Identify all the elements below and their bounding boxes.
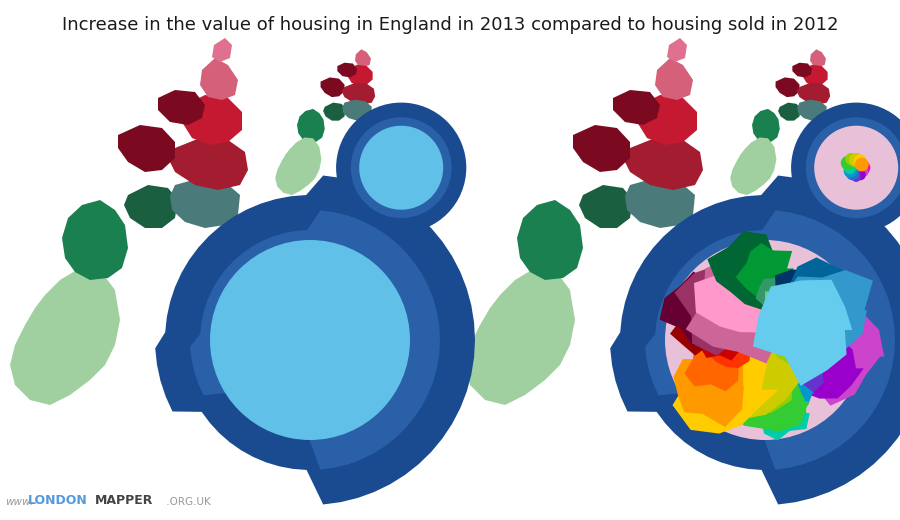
Polygon shape [517,200,583,280]
Circle shape [814,126,898,210]
Polygon shape [673,358,744,427]
Polygon shape [763,293,873,388]
Polygon shape [797,100,827,121]
Polygon shape [735,243,794,300]
Polygon shape [753,280,852,386]
Circle shape [858,166,868,177]
Polygon shape [788,334,864,399]
Polygon shape [228,210,280,258]
Polygon shape [778,102,801,121]
Polygon shape [579,185,633,228]
Polygon shape [765,269,826,332]
Text: .ORG.UK: .ORG.UK [163,497,211,507]
Circle shape [806,118,900,218]
Polygon shape [347,65,373,86]
Polygon shape [774,270,873,365]
Polygon shape [727,364,809,432]
Polygon shape [792,63,812,77]
Polygon shape [170,178,240,228]
Circle shape [359,126,443,210]
Circle shape [791,102,900,233]
Polygon shape [367,113,389,133]
Polygon shape [182,95,242,145]
Polygon shape [573,125,630,172]
Polygon shape [623,138,703,190]
Polygon shape [124,185,178,228]
Polygon shape [655,58,693,100]
Polygon shape [761,387,810,440]
Circle shape [849,153,863,167]
Circle shape [851,173,861,182]
Polygon shape [822,113,843,133]
Polygon shape [342,100,372,121]
Text: MAPPER: MAPPER [95,494,153,507]
Polygon shape [465,268,575,405]
Polygon shape [698,324,744,360]
Circle shape [855,160,870,175]
Circle shape [855,170,866,180]
Polygon shape [342,83,375,105]
Polygon shape [803,65,828,86]
Polygon shape [796,83,830,105]
Polygon shape [674,261,775,356]
Polygon shape [776,77,799,97]
Circle shape [853,154,867,167]
Polygon shape [752,109,779,142]
Polygon shape [684,342,739,392]
Polygon shape [637,95,697,145]
Polygon shape [613,90,660,125]
Polygon shape [338,63,357,77]
Polygon shape [683,210,735,258]
Polygon shape [694,327,807,419]
Polygon shape [710,334,802,418]
Circle shape [665,240,865,440]
Polygon shape [355,49,371,67]
Polygon shape [686,255,790,363]
Polygon shape [625,178,695,228]
Circle shape [855,158,868,172]
Polygon shape [660,271,744,346]
Polygon shape [323,102,346,121]
Polygon shape [672,339,778,434]
Polygon shape [810,49,826,67]
Circle shape [843,164,858,178]
Polygon shape [200,58,238,100]
Polygon shape [775,335,830,395]
Circle shape [843,161,856,174]
Polygon shape [707,231,784,312]
Polygon shape [155,176,475,504]
Polygon shape [118,125,175,172]
Text: www.: www. [5,497,33,507]
Polygon shape [670,293,729,356]
Circle shape [336,102,466,233]
Polygon shape [730,137,777,195]
Polygon shape [769,374,815,415]
Polygon shape [10,268,120,405]
Polygon shape [168,138,248,190]
Polygon shape [275,137,321,195]
Polygon shape [780,257,861,323]
Polygon shape [708,327,753,368]
Polygon shape [297,109,325,142]
Polygon shape [62,200,128,280]
Circle shape [351,118,452,218]
Polygon shape [212,38,232,62]
Polygon shape [610,176,900,504]
Polygon shape [795,309,884,406]
Circle shape [841,156,855,170]
Polygon shape [694,248,791,332]
Polygon shape [158,90,205,125]
Polygon shape [190,211,440,470]
Circle shape [846,166,860,180]
Polygon shape [645,211,895,470]
Polygon shape [756,276,794,309]
Polygon shape [667,38,687,62]
Circle shape [845,153,857,165]
Polygon shape [764,288,805,328]
Polygon shape [769,349,808,392]
Text: LONDON: LONDON [28,494,88,507]
Polygon shape [320,77,345,97]
Text: Increase in the value of housing in England in 2013 compared to housing sold in : Increase in the value of housing in Engl… [62,16,838,34]
Circle shape [210,240,410,440]
